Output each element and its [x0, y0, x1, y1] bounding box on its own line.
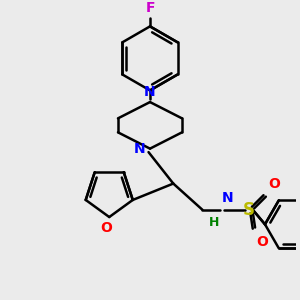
Text: O: O — [256, 235, 268, 248]
Text: O: O — [268, 177, 280, 191]
Text: F: F — [145, 1, 155, 15]
Text: N: N — [134, 142, 146, 156]
Text: O: O — [100, 221, 112, 236]
Text: H: H — [209, 216, 219, 229]
Text: S: S — [243, 201, 255, 219]
Text: N: N — [221, 191, 233, 206]
Text: N: N — [144, 85, 156, 99]
